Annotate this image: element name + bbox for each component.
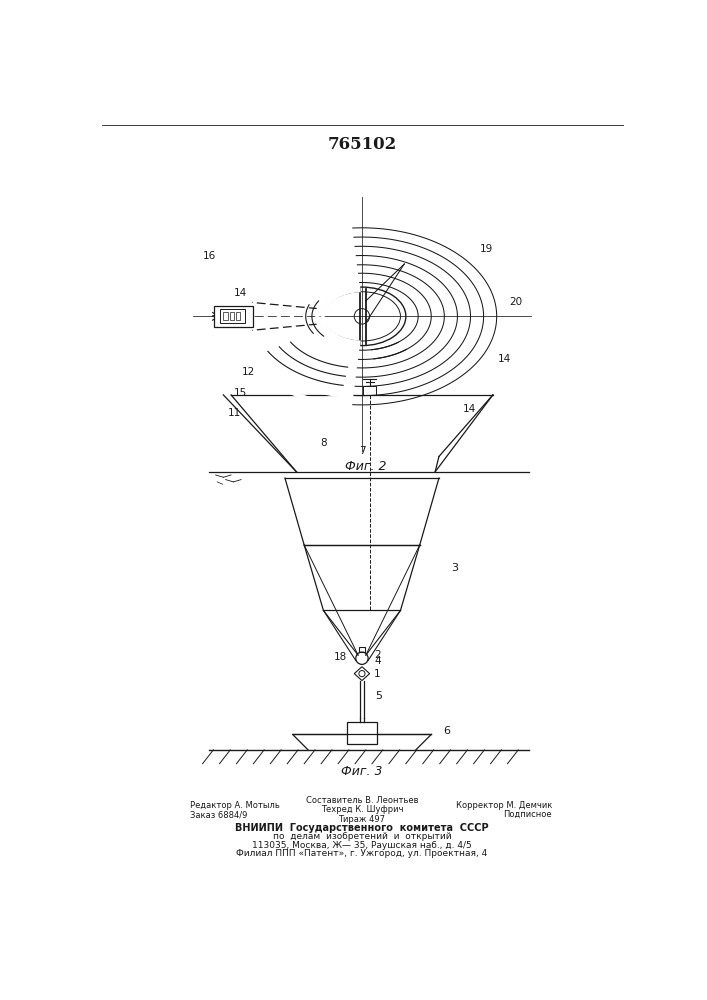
Text: 6: 6 — [443, 726, 450, 736]
Text: 14: 14 — [234, 288, 247, 298]
Text: 14: 14 — [463, 404, 477, 414]
Bar — [359, 647, 365, 652]
Text: 12: 12 — [241, 367, 255, 377]
Bar — [235, 312, 240, 320]
Text: 7: 7 — [358, 446, 366, 456]
Text: Корректор М. Демчик: Корректор М. Демчик — [456, 801, 552, 810]
Text: Фиг. 2: Фиг. 2 — [345, 460, 387, 473]
Text: 765102: 765102 — [327, 136, 397, 153]
Text: Тираж 497: Тираж 497 — [339, 815, 385, 824]
Text: 4: 4 — [374, 656, 380, 666]
Text: Составитель В. Леонтьев: Составитель В. Леонтьев — [305, 796, 419, 805]
Text: 8: 8 — [320, 438, 327, 448]
Bar — [214, 306, 252, 327]
Text: ВНИИПИ  Государственного  комитета  СССР: ВНИИПИ Государственного комитета СССР — [235, 823, 489, 833]
Text: Подписное: Подписное — [503, 810, 552, 819]
Text: 16: 16 — [203, 251, 216, 261]
Text: Филиал ППП «Патент», г. Ужгород, ул. Проектная, 4: Филиал ППП «Патент», г. Ужгород, ул. Про… — [236, 849, 488, 858]
Text: 11: 11 — [228, 408, 242, 418]
Text: Редактор А. Мотыль: Редактор А. Мотыль — [190, 801, 280, 810]
Text: 20: 20 — [509, 297, 522, 307]
Bar — [346, 722, 378, 744]
Text: 15: 15 — [234, 388, 247, 398]
Text: 2: 2 — [374, 650, 380, 660]
Text: Фиг. 3: Фиг. 3 — [341, 765, 382, 778]
Text: 3: 3 — [451, 563, 458, 573]
Text: 18: 18 — [334, 652, 347, 662]
Bar — [230, 312, 234, 320]
Text: 5: 5 — [375, 691, 382, 701]
Text: Техред К. Шуфрич: Техред К. Шуфрич — [321, 805, 403, 814]
Text: 14: 14 — [498, 354, 511, 364]
Text: 19: 19 — [480, 244, 493, 254]
Bar — [223, 312, 228, 320]
Text: 113035, Москва, Ж— 35, Раушская наб., д. 4/5: 113035, Москва, Ж— 35, Раушская наб., д.… — [252, 841, 472, 850]
Bar — [219, 309, 245, 323]
Text: по  делам  изобретений  и  открытий: по делам изобретений и открытий — [273, 832, 451, 841]
Text: 1: 1 — [374, 669, 380, 679]
Bar — [363, 386, 376, 395]
Text: Заказ 6884/9: Заказ 6884/9 — [190, 810, 247, 819]
